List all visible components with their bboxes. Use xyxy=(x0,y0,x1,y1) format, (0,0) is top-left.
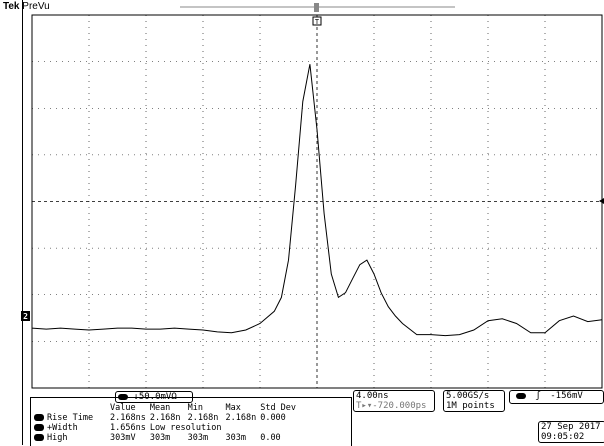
col-header: Value xyxy=(110,403,136,413)
measurement-cell: 2.168n xyxy=(149,413,181,423)
measurement-cell: 0.00 xyxy=(260,433,281,443)
record-length: 1M points xyxy=(446,401,495,411)
measurement-cell: Low resolution xyxy=(149,423,222,433)
preview-mode-label: PreVu xyxy=(22,1,50,12)
timebase-position-row: T▸▾-720.000ps xyxy=(356,401,434,411)
measurement-cell: 2.168n xyxy=(225,413,257,423)
channel-ground-marker[interactable] xyxy=(21,311,30,321)
measurement-cell: 2.168n xyxy=(187,413,219,423)
trigger-readout[interactable]: ʃ -156mV xyxy=(509,390,604,404)
col-header: Mean xyxy=(149,403,171,413)
measurement-cell xyxy=(225,423,260,433)
date-text: 27 Sep 2017 xyxy=(541,422,601,432)
col-header: Max xyxy=(225,403,241,413)
measurement-row[interactable]: +Width 1.656ns Low resolution xyxy=(34,423,300,433)
channel-icon xyxy=(34,434,44,441)
channel-color-icon xyxy=(118,393,128,400)
col-header: Min xyxy=(187,403,204,413)
measurement-row[interactable]: Rise Time 2.168ns 2.168n 2.168n 2.168n 0… xyxy=(34,413,300,423)
measurement-cell: 303m xyxy=(225,433,246,443)
measurement-cell: 303m xyxy=(187,433,209,443)
trigger-icon: T▸▾ xyxy=(356,401,373,411)
measurement-row[interactable]: High 303mV 303m 303m 303m 0.00 xyxy=(34,433,300,443)
measurement-name: +Width xyxy=(47,423,78,433)
trigger-level-marker xyxy=(599,198,604,204)
measurement-name: Rise Time xyxy=(47,413,94,423)
sample-rate: 5.00GS/s xyxy=(446,391,490,401)
measurement-header-row: Value Mean Min Max Std Dev xyxy=(34,403,300,413)
trigger-source-icon xyxy=(516,392,526,399)
measurement-cell xyxy=(260,423,300,433)
datetime-readout: 27 Sep 2017 09:05:02 xyxy=(538,421,604,443)
measurement-table: Value Mean Min Max Std Dev Rise Time 2.1… xyxy=(34,403,300,443)
left-border xyxy=(22,0,23,445)
trigger-slope-icon: ʃ xyxy=(535,391,541,401)
measurement-name: High xyxy=(47,433,68,443)
status-bar: Tek PreVu xyxy=(0,0,604,14)
measurement-panel xyxy=(30,397,352,446)
record-position-handle[interactable] xyxy=(314,3,319,12)
timebase-position: -720.000ps xyxy=(372,401,427,411)
brand-logo: Tek PreVu xyxy=(3,0,50,13)
col-header: Std Dev xyxy=(260,403,297,413)
trigger-position-marker xyxy=(312,16,322,26)
channel-icon xyxy=(34,424,44,431)
measurement-cell: 303mV xyxy=(110,433,136,443)
acquisition-readout[interactable]: 5.00GS/s 1M points xyxy=(443,390,505,412)
time-text: 09:05:02 xyxy=(541,432,585,442)
ground-marker-label: 2 xyxy=(23,312,28,321)
channel-icon xyxy=(34,414,44,421)
measurement-cell: 303m xyxy=(149,433,171,443)
measurement-cell: 1.656ns xyxy=(110,423,146,433)
graticule-grid xyxy=(31,14,603,389)
brand-name: Tek xyxy=(3,1,20,12)
timebase-readout[interactable]: 4.00ns T▸▾-720.000ps xyxy=(353,390,435,412)
waveform-trace xyxy=(31,64,603,337)
timebase-scale: 4.00ns xyxy=(356,391,389,401)
trigger-position-label: T xyxy=(315,18,320,26)
measurement-cell: 0.000 xyxy=(260,413,286,423)
trigger-level: -156mV xyxy=(550,391,583,401)
measurement-cell: 2.168ns xyxy=(110,413,146,423)
